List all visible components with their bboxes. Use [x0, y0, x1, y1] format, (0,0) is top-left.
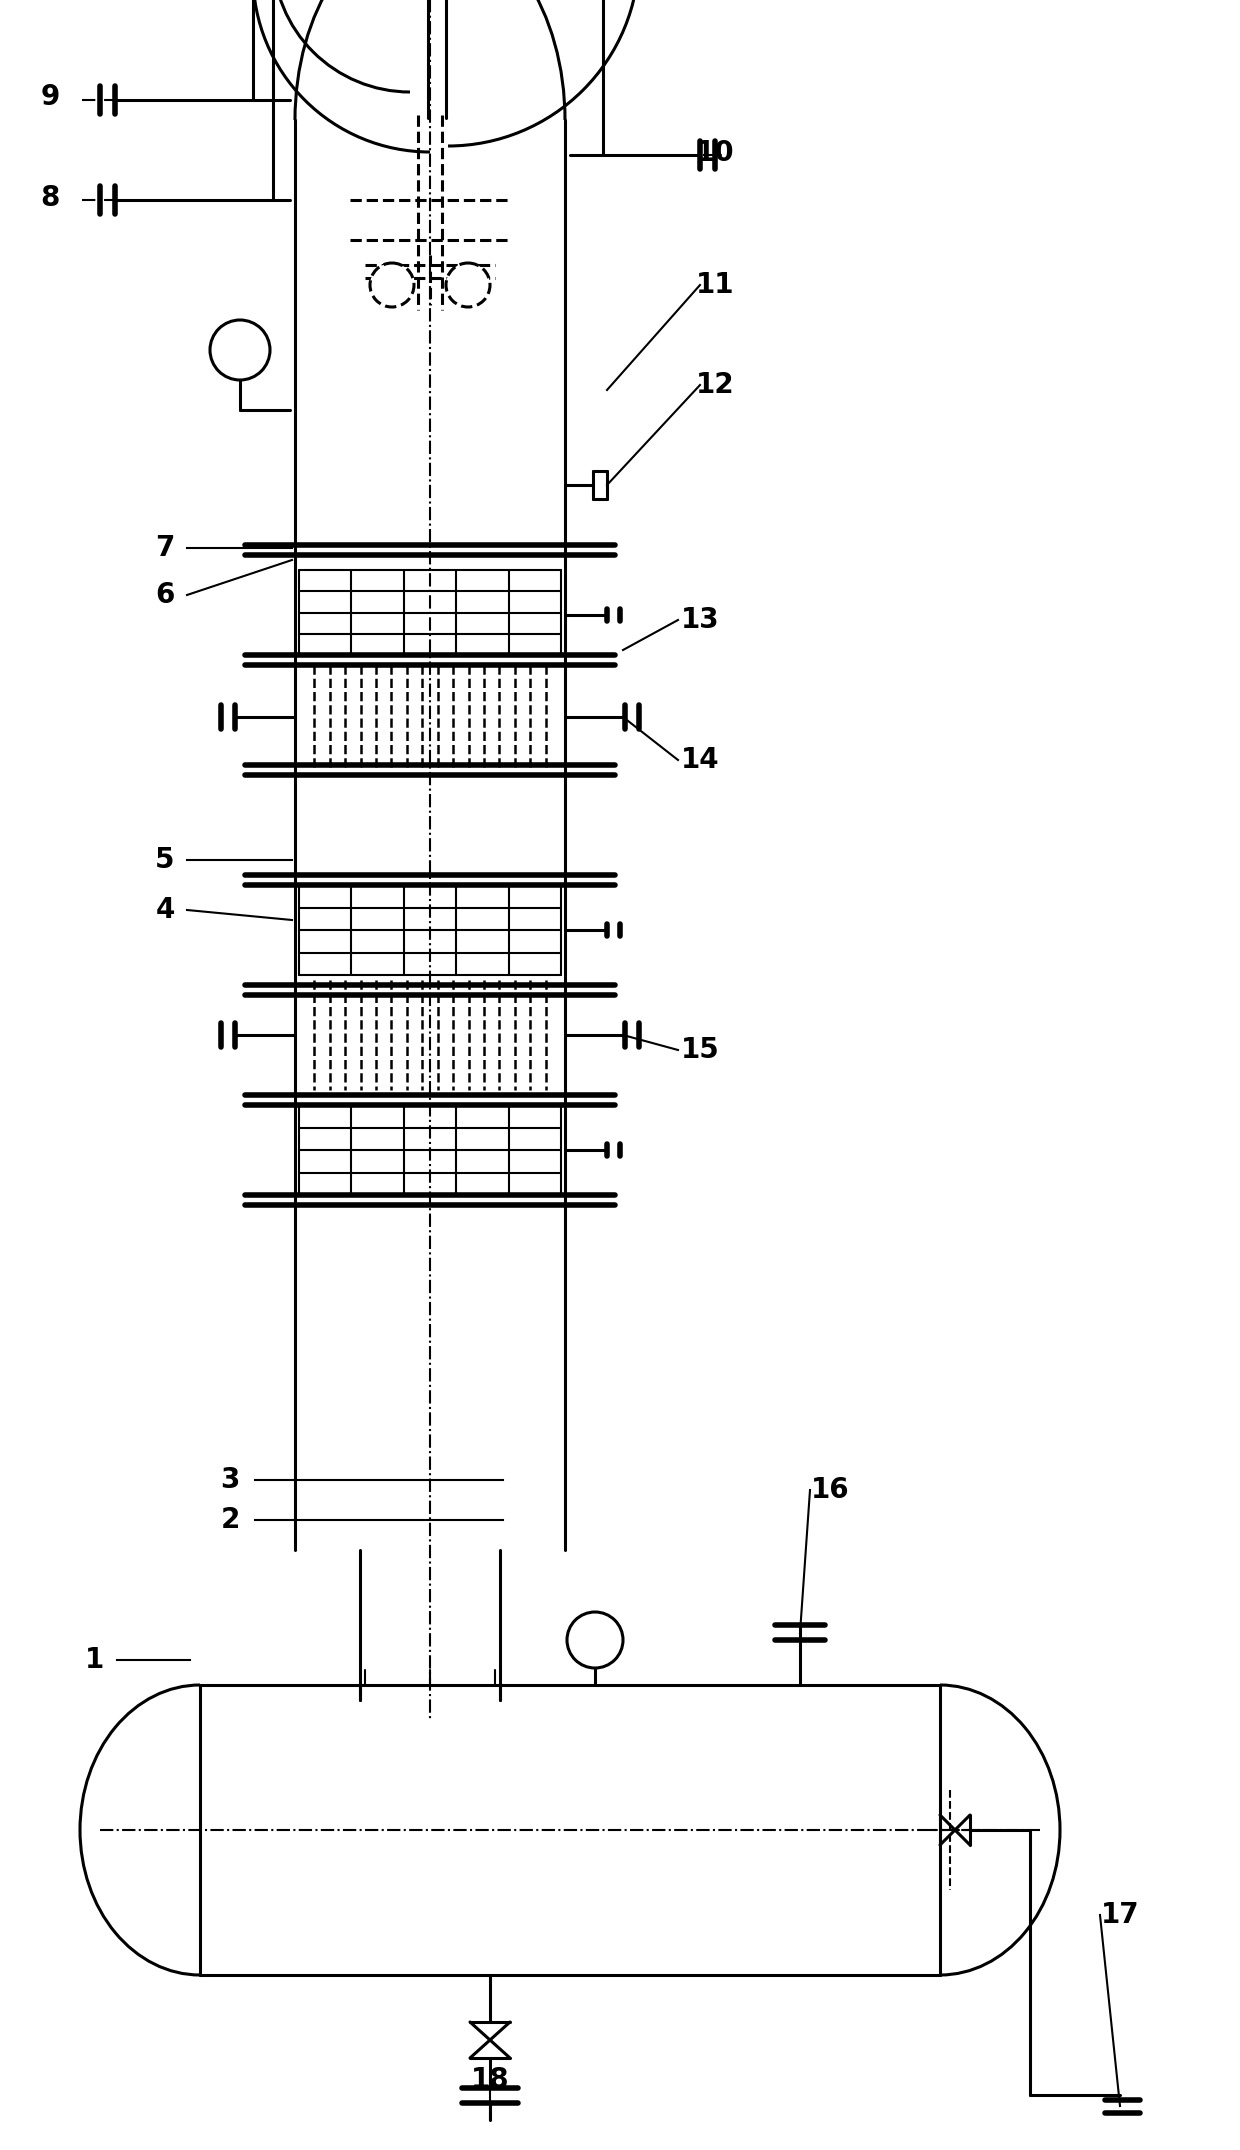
Text: 13: 13 [681, 606, 719, 634]
Text: 6: 6 [155, 580, 175, 608]
Text: 14: 14 [681, 746, 719, 774]
Text: 17: 17 [1101, 1901, 1140, 1929]
Text: 1: 1 [86, 1647, 104, 1675]
Text: 4: 4 [155, 897, 175, 924]
Circle shape [370, 262, 414, 307]
Text: 15: 15 [681, 1036, 719, 1064]
Text: 18: 18 [471, 2066, 510, 2094]
Text: 5: 5 [155, 845, 175, 875]
Circle shape [210, 320, 270, 381]
Text: 16: 16 [811, 1477, 849, 1505]
Text: 8: 8 [41, 185, 60, 213]
Text: 12: 12 [696, 372, 734, 400]
Text: 11: 11 [696, 271, 734, 299]
Text: 2: 2 [221, 1505, 239, 1533]
Text: 9: 9 [41, 84, 60, 112]
Text: 3: 3 [221, 1466, 239, 1494]
Text: 10: 10 [696, 140, 734, 168]
Circle shape [567, 1612, 622, 1668]
Circle shape [446, 262, 490, 307]
Text: 7: 7 [155, 533, 175, 561]
